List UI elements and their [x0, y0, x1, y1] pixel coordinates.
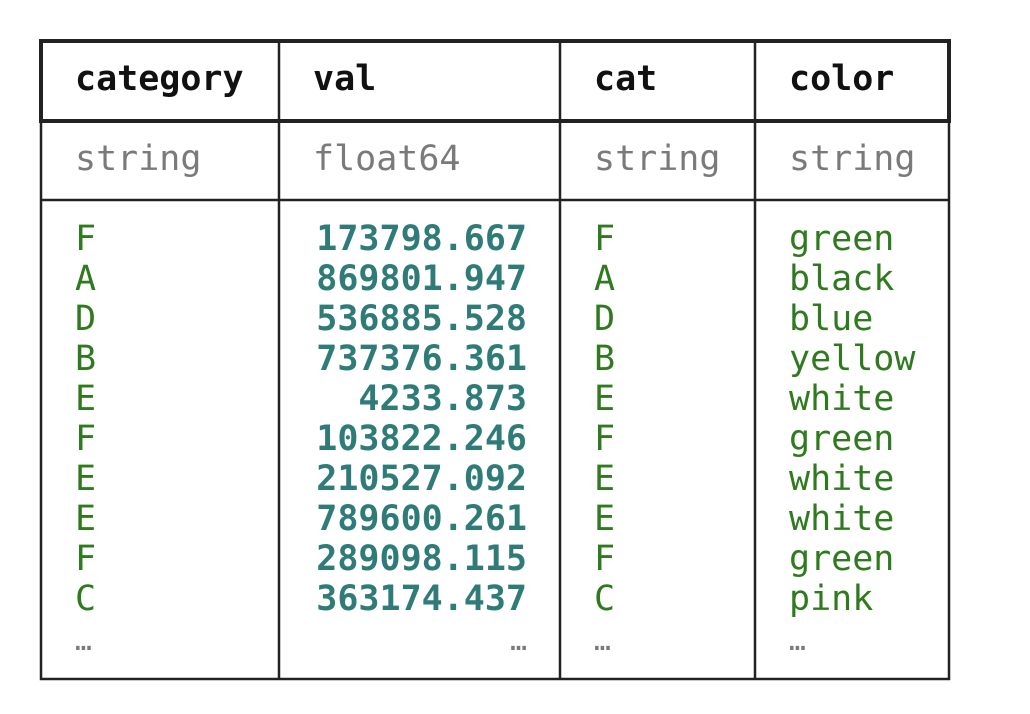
text-cell: A	[75, 259, 96, 299]
text-cell: E	[594, 379, 615, 419]
column-dtype: string	[594, 139, 720, 179]
text-cell: E	[594, 499, 615, 539]
text-cell: C	[594, 579, 615, 619]
ellipsis-cell: …	[594, 624, 611, 657]
numeric-cell: 363174.437	[316, 579, 527, 619]
ellipsis-cell: …	[789, 624, 806, 657]
text-cell: F	[594, 219, 615, 259]
text-cell: E	[75, 379, 96, 419]
text-cell: white	[789, 499, 894, 539]
column-header: category	[75, 59, 244, 99]
column-header: val	[313, 59, 376, 99]
numeric-cell: 210527.092	[316, 459, 527, 499]
text-cell: green	[789, 419, 894, 459]
text-cell: white	[789, 459, 894, 499]
text-cell: D	[594, 299, 615, 339]
text-cell: F	[594, 419, 615, 459]
numeric-cell: 536885.528	[316, 299, 527, 339]
text-cell: blue	[789, 299, 873, 339]
column-dtype: float64	[313, 139, 461, 179]
text-cell: F	[75, 219, 96, 259]
column-dtype: string	[75, 139, 201, 179]
ellipsis-cell: …	[510, 624, 527, 657]
text-cell: B	[75, 339, 96, 379]
text-cell: green	[789, 539, 894, 579]
column-dtype: string	[789, 139, 915, 179]
numeric-cell: 103822.246	[316, 419, 527, 459]
column-header: cat	[594, 59, 657, 99]
numeric-cell: 4233.873	[358, 379, 527, 419]
ellipsis-cell: …	[75, 624, 92, 657]
numeric-cell: 789600.261	[316, 499, 527, 539]
numeric-cell: 737376.361	[316, 339, 527, 379]
text-cell: A	[594, 259, 615, 299]
header-border	[39, 39, 951, 123]
text-cell: F	[75, 539, 96, 579]
text-cell: pink	[789, 579, 873, 619]
text-cell: E	[75, 459, 96, 499]
numeric-cell: 173798.667	[316, 219, 527, 259]
text-cell: C	[75, 579, 96, 619]
text-cell: B	[594, 339, 615, 379]
text-cell: F	[594, 539, 615, 579]
text-cell: green	[789, 219, 894, 259]
column-header: color	[789, 59, 894, 99]
text-cell: D	[75, 299, 96, 339]
text-cell: F	[75, 419, 96, 459]
text-cell: E	[75, 499, 96, 539]
numeric-cell: 869801.947	[316, 259, 527, 299]
text-cell: yellow	[789, 339, 916, 379]
text-cell: E	[594, 459, 615, 499]
text-cell: white	[789, 379, 894, 419]
text-cell: black	[789, 259, 894, 299]
numeric-cell: 289098.115	[316, 539, 527, 579]
